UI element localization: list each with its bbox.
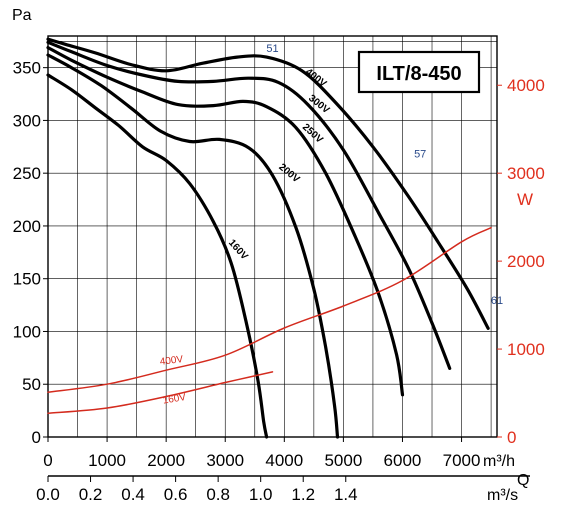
y-tick-label: 100	[13, 322, 41, 341]
x-tick-label: 0	[43, 451, 52, 470]
title-frame	[357, 50, 481, 94]
x-tick-label: 1000	[88, 451, 126, 470]
annotation-label: 57	[414, 148, 426, 160]
series-label: 160V	[162, 392, 187, 407]
y-tick-label: 250	[13, 164, 41, 183]
power-curve	[47, 226, 492, 393]
x2-tick-label: 0.0	[36, 485, 60, 504]
x2-tick-label: 0.6	[164, 485, 188, 504]
series-label: 300V	[306, 93, 331, 116]
pressure-curve	[46, 40, 452, 370]
series-lines	[46, 37, 492, 439]
x2-tick-label: 1.0	[249, 485, 273, 504]
x-tick-label: 3000	[206, 451, 244, 470]
y2-axis-unit: W	[517, 190, 533, 209]
series-label: 400V	[159, 354, 184, 368]
pressure-curve	[46, 73, 269, 439]
x-tick-label: 4000	[265, 451, 303, 470]
x2-tick-label: 1.4	[334, 485, 358, 504]
y-tick-label: 200	[13, 217, 41, 236]
x2-tick-label: 0.8	[206, 485, 230, 504]
y2-tick-label: 0	[507, 428, 516, 447]
x-axis-name: Q	[517, 472, 529, 489]
y-tick-label: 300	[13, 111, 41, 130]
plot-frame	[47, 35, 498, 438]
y-tick-label: 350	[13, 59, 41, 78]
pressure-curve	[46, 37, 490, 330]
annotation-label: 61	[491, 295, 503, 307]
power-curve	[47, 371, 274, 415]
x2-axis-unit: m³/s	[487, 487, 518, 504]
y2-tick-label: 3000	[507, 164, 545, 183]
y-tick-label: 150	[13, 270, 41, 289]
x-tick-label: 7000	[443, 451, 481, 470]
series-label: 400V	[303, 67, 328, 90]
y-axis-unit: Pa	[12, 7, 32, 24]
x-tick-label: 5000	[324, 451, 362, 470]
y-tick-label: 50	[22, 375, 41, 394]
pressure-curve	[46, 46, 405, 397]
pressure-curve	[46, 53, 340, 439]
y2-tick-label: 1000	[507, 340, 545, 359]
x2-tick-label: 1.2	[291, 485, 315, 504]
annotation-label: 51	[266, 43, 278, 55]
y2-tick-label: 2000	[507, 252, 545, 271]
chart-title-box: ILT/8-450	[357, 50, 481, 94]
x-axis-unit: m³/h	[483, 453, 515, 470]
series-label: 200V	[276, 162, 301, 186]
y-tick-label: 0	[32, 428, 41, 447]
series-label: 250V	[300, 122, 325, 146]
chart-title: ILT/8-450	[376, 63, 461, 85]
x-tick-label: 2000	[147, 451, 185, 470]
x2-tick-label: 0.4	[121, 485, 145, 504]
x2-tick-label: 0.2	[79, 485, 103, 504]
x-tick-label: 6000	[384, 451, 422, 470]
y2-tick-label: 4000	[507, 76, 545, 95]
